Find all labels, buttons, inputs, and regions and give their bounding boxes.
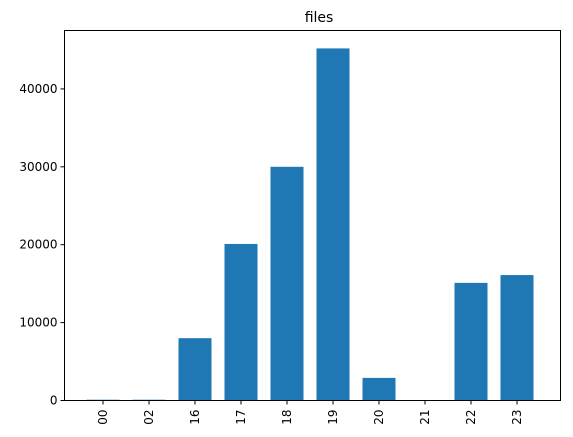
y-tick-label-30000: 30000: [19, 160, 57, 174]
bar-20: [362, 377, 396, 401]
bars-group: [86, 48, 534, 401]
x-tick-label-21: 21: [418, 410, 432, 425]
y-axis: 0 10000 20000 30000 40000: [19, 82, 65, 408]
x-tick-label-18: 18: [280, 410, 294, 425]
x-tick-label-02: 02: [142, 410, 156, 425]
x-tick-label-17: 17: [234, 410, 248, 425]
bar-19: [316, 48, 350, 401]
x-tick-label-23: 23: [510, 410, 524, 425]
plot-frame: [64, 30, 561, 401]
x-tick-label-16: 16: [188, 410, 202, 425]
bar-18: [270, 166, 304, 401]
x-tick-label-20: 20: [372, 410, 386, 425]
y-tick-label-40000: 40000: [19, 82, 57, 96]
y-tick-label-0: 0: [50, 394, 58, 408]
x-tick-label-00: 00: [96, 410, 110, 425]
bar-23: [500, 275, 534, 401]
chart-title: files: [305, 10, 334, 26]
bar-17: [224, 243, 258, 401]
y-tick-label-10000: 10000: [19, 316, 57, 330]
x-tick-label-19: 19: [326, 410, 340, 425]
bar-16: [178, 338, 212, 401]
bar-22: [454, 282, 488, 401]
x-tick-label-22: 22: [464, 410, 478, 425]
y-tick-label-20000: 20000: [19, 238, 57, 252]
x-axis: 00 02 16 17 18 19 20 21 22 23: [96, 400, 524, 425]
